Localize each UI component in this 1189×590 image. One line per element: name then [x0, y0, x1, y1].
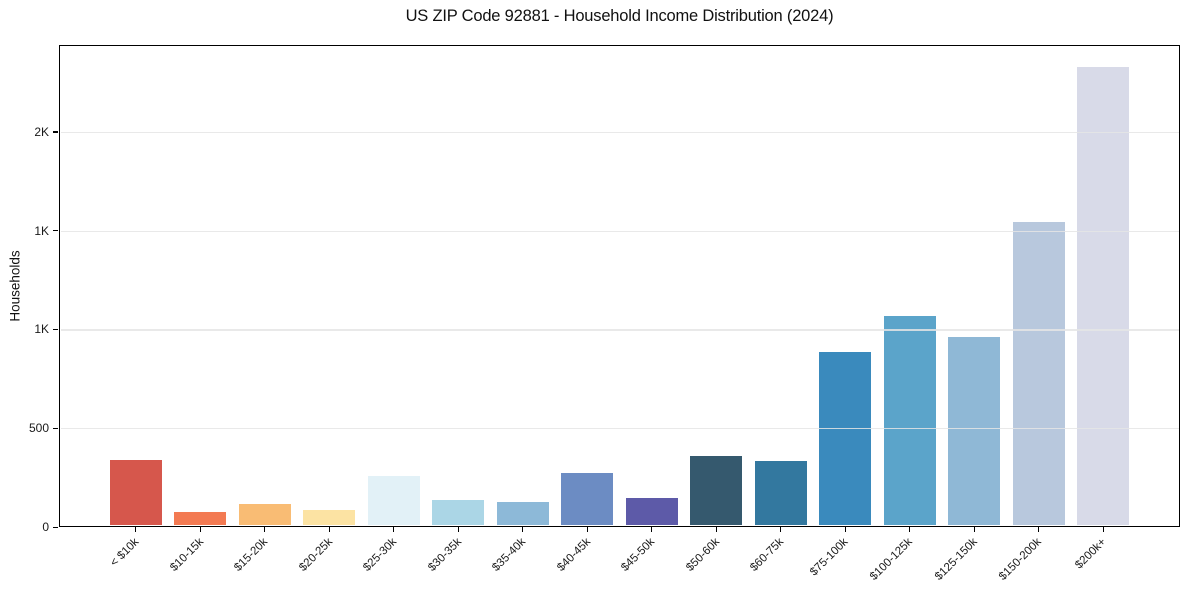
x-tick-label: $15-20k — [232, 536, 271, 574]
x-tick-mark — [844, 527, 846, 532]
y-tick-mark — [53, 131, 58, 133]
bar-20-25k — [303, 510, 356, 526]
bar-45-50k — [625, 497, 678, 526]
x-tick-mark — [780, 527, 782, 532]
gridline — [60, 329, 1179, 331]
bar-100-125k — [883, 315, 936, 526]
x-tick-mark — [135, 527, 137, 532]
x-tick-mark — [522, 527, 524, 532]
x-tick-mark — [393, 527, 395, 532]
bar-30-35k — [432, 499, 485, 526]
x-tick-label: < $10k — [108, 536, 142, 570]
bar-60-75k — [754, 461, 807, 526]
x-tick-label: $60-75k — [748, 536, 787, 574]
x-tick-mark — [651, 527, 653, 532]
x-tick-mark — [973, 527, 975, 532]
x-tick-label: $10-15k — [167, 536, 206, 574]
x-tick-label: $20-25k — [296, 536, 335, 574]
y-tick-label: 1K — [34, 223, 49, 238]
x-tick-mark — [1102, 527, 1104, 532]
gridline — [60, 131, 1179, 134]
bar-10-15k — [174, 512, 227, 526]
y-tick-label: 1K — [34, 322, 49, 337]
x-tick-mark — [328, 527, 330, 532]
bar-35-40k — [496, 501, 549, 526]
bar-40-45k — [561, 472, 614, 526]
gridline — [60, 428, 1179, 430]
x-tick-label: $25-30k — [361, 536, 400, 574]
x-tick-label: $45-50k — [619, 536, 658, 574]
bar-10k — [109, 460, 162, 526]
x-tick-mark — [1038, 527, 1040, 532]
y-tick-label: 500 — [28, 421, 49, 436]
y-tick-mark — [53, 427, 58, 430]
x-tick-mark — [264, 527, 266, 532]
x-tick-label: $30-35k — [425, 536, 464, 574]
plot-area — [59, 45, 1180, 527]
bar-125-150k — [948, 336, 1001, 526]
x-tick-label: $125-150k — [932, 536, 980, 583]
x-tick-mark — [909, 527, 911, 532]
x-tick-label: $50-60k — [683, 536, 722, 574]
y-tick-mark — [53, 328, 58, 331]
gridline — [60, 230, 1179, 232]
x-tick-mark — [715, 527, 717, 532]
chart-title: US ZIP Code 92881 - Household Income Dis… — [405, 7, 834, 25]
x-tick-label: $40-45k — [554, 536, 593, 574]
y-tick-label: 2K — [34, 124, 49, 139]
bar-200k — [1077, 67, 1130, 526]
y-tick-label: 0 — [42, 520, 49, 534]
x-tick-label: $35-40k — [490, 536, 529, 574]
x-tick-mark — [457, 527, 459, 532]
y-axis-label: Households — [7, 250, 23, 322]
bar-75-100k — [819, 351, 872, 526]
bar-15-20k — [238, 504, 291, 526]
y-tick-mark — [53, 526, 58, 528]
x-tick-mark — [586, 527, 588, 532]
x-tick-label: $150-200k — [997, 536, 1045, 583]
y-tick-mark — [53, 230, 58, 232]
x-tick-label: $75-100k — [808, 536, 851, 579]
bar-25-30k — [367, 475, 420, 526]
bar-150-200k — [1012, 221, 1065, 526]
bar-50-60k — [690, 455, 743, 526]
x-tick-mark — [199, 527, 201, 532]
x-tick-label: $100-125k — [868, 536, 916, 583]
x-tick-label: $200k+ — [1073, 536, 1109, 572]
